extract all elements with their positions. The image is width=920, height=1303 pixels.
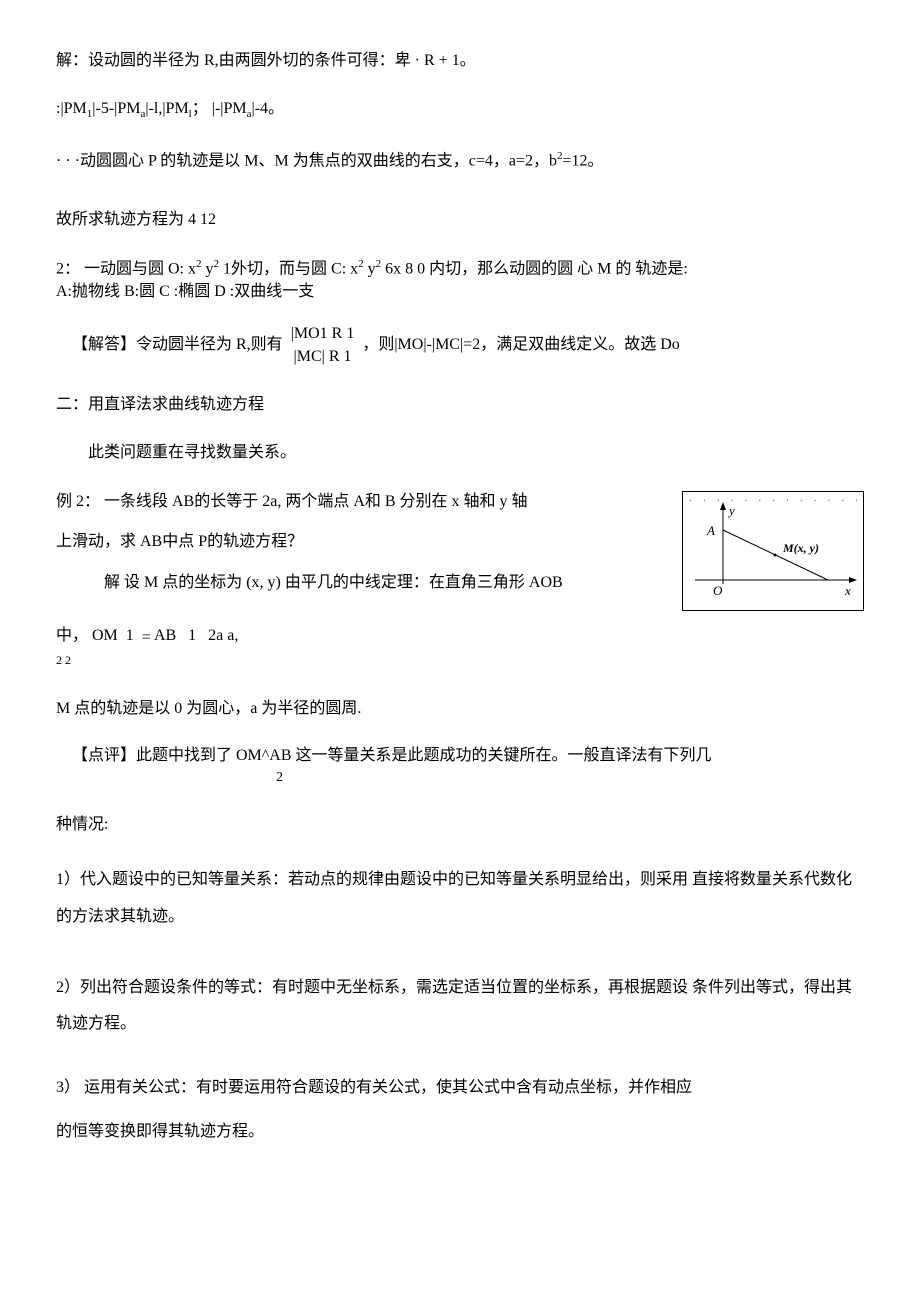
comm-b: 2 xyxy=(276,769,283,787)
example-2-text: 例 2： 一条线段 AB的长等于 2a, 两个端点 A和 B 分别在 x 轴和 … xyxy=(56,491,670,594)
hs-b: =12。 xyxy=(563,152,604,169)
section-2-heading: 二：用直译法求曲线轨迹方程 xyxy=(56,394,864,416)
case-1: 1）代入题设中的已知等量关系：若动点的规律由题设中的已知等量关系明显给出，则采用… xyxy=(56,862,864,936)
ans2-b: ，则|MO|-|MC|=2，满足双曲线定义。故选 Do xyxy=(362,334,679,356)
pr2-d: y xyxy=(364,260,376,277)
om-frac1: 1 xyxy=(122,625,138,647)
pr2-e: 6x 8 0 内切，那么动圆的圆 心 M 的 轨迹是: xyxy=(381,260,688,277)
ex2-om-line: 中， OM1= AB 1 2a a, 2 2 xyxy=(56,625,864,672)
commentary: 【点评】此题中找到了 OM^AB 这一等量关系是此题成功的关键所在。一般直译法有… xyxy=(56,746,864,788)
label-o: O xyxy=(713,582,722,600)
pr2-options: A:抛物线 B:圆 C :椭圆 D :双曲线一支 xyxy=(56,283,314,300)
pr2-c: 1外切，而与圆 C: x xyxy=(219,260,358,277)
ex2-line2: 上滑动，求 AB中点 P的轨迹方程？ xyxy=(56,531,670,553)
om-f1-top: 1 xyxy=(122,625,138,647)
diagram-svg xyxy=(683,492,863,610)
problem-2: 2： 一动圆与圆 O: x2 y2 1外切，而与圆 C: x2 y2 6x 8 … xyxy=(56,257,864,303)
om-frac2: 1 xyxy=(184,625,200,647)
coordinate-diagram: · · · · · · · · · · · · · · · · · · · · … xyxy=(682,491,864,611)
om-f2-top: 1 xyxy=(184,625,200,647)
answer-2: 【解答】令动圆半径为 R,则有 |MO1 R 1 |MC| R 1 ，则|MO|… xyxy=(56,323,864,368)
ans2-frac-top: |MO1 R 1 xyxy=(287,323,359,345)
pm-b: |-5-|PM xyxy=(92,100,140,117)
label-y: y xyxy=(729,502,735,520)
label-x: x xyxy=(845,582,851,600)
pm-equation: :|PM1|-5-|PMa|-l,|PMl； |-|PMa|-4。 xyxy=(56,98,864,123)
ex2-line3: 解 设 M 点的坐标为 (x, y) 由平几的中线定理：在直角三角形 AOB xyxy=(56,572,670,594)
hyperbola-statement: · · ·动圆圆心 P 的轨迹是以 M、M 为焦点的双曲线的右支，c=4，a=2… xyxy=(56,149,864,173)
ans2-fraction: |MO1 R 1 |MC| R 1 xyxy=(287,323,359,368)
y-arrow-icon xyxy=(720,502,726,510)
case-3-line1: 3） 运用有关公式：有时要运用符合题设的有关公式，使其公式中含有动点坐标，并作相… xyxy=(56,1077,864,1099)
pr2-b: y xyxy=(202,260,214,277)
ex2-conclusion: M 点的轨迹是以 0 为圆心，a 为半径的圆周. xyxy=(56,698,864,720)
label-m: M(x, y) xyxy=(783,540,819,557)
example-2-row: 例 2： 一条线段 AB的长等于 2a, 两个端点 A和 B 分别在 x 轴和 … xyxy=(56,491,864,611)
pm-a: :|PM xyxy=(56,100,87,117)
ex2-line1: 例 2： 一条线段 AB的长等于 2a, 两个端点 A和 B 分别在 x 轴和 … xyxy=(56,491,670,513)
pm-c: |-l,|PM xyxy=(145,100,188,117)
section-2-intro: 此类问题重在寻找数量关系。 xyxy=(56,442,864,464)
ans2-a: 【解答】令动圆半径为 R,则有 xyxy=(56,334,283,356)
solution-intro: 解：设动圆的半径为 R,由两圆外切的条件可得：卑 · R + 1。 xyxy=(56,50,864,72)
hs-a: · · ·动圆圆心 P 的轨迹是以 M、M 为焦点的双曲线的右支，c=4，a=2… xyxy=(56,152,557,169)
case-3-line2: 的恒等变换即得其轨迹方程。 xyxy=(56,1121,864,1143)
om-eq: = xyxy=(142,629,151,646)
pr2-a: 2： 一动圆与圆 O: x xyxy=(56,260,196,277)
pm-d: ； |-|PM xyxy=(192,100,247,117)
point-m xyxy=(774,553,777,556)
om-b: AB xyxy=(151,627,180,644)
label-a: A xyxy=(707,522,715,540)
om-a: 中， OM xyxy=(56,627,118,644)
case-2: 2）列出符合题设条件的等式：有时题中无坐标系，需选定适当位置的坐标系，再根据题设… xyxy=(56,970,864,1044)
trajectory-equation: 故所求轨迹方程为 4 12 xyxy=(56,209,864,231)
ans2-frac-bot: |MC| R 1 xyxy=(287,346,359,368)
commentary-tail: 种情况: xyxy=(56,814,864,836)
pm-e: |-4。 xyxy=(252,100,285,117)
om-c: 2a a, xyxy=(204,627,238,644)
om-bot: 2 2 xyxy=(56,653,71,667)
comm-a: 【点评】此题中找到了 OM^AB 这一等量关系是此题成功的关键所在。一般直译法有… xyxy=(56,746,712,767)
